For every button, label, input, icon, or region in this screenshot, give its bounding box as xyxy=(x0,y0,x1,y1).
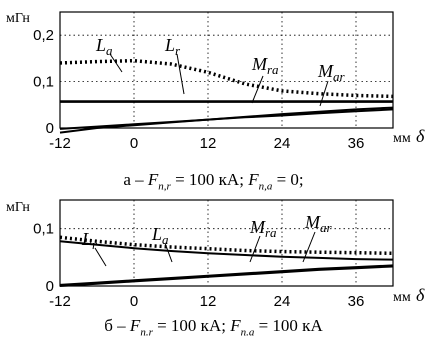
x-symbol-label-a: δ xyxy=(416,126,425,146)
x-tick-label-a-1: 0 xyxy=(130,135,138,152)
curve-label-a-la: La xyxy=(95,35,113,58)
y-tick-label-a-1: 0,1 xyxy=(33,74,54,91)
y-unit-label-b: мГн xyxy=(6,200,30,215)
caption-b-p1-value: = 100 кА; xyxy=(152,316,231,335)
series-line-b-lr xyxy=(59,240,394,261)
x-tick-label-a-3: 24 xyxy=(274,135,291,152)
y-tick-label-a-2: 0,2 xyxy=(33,27,54,44)
leader-line-b-3 xyxy=(302,231,316,263)
series-line-a-mar xyxy=(59,108,394,130)
x-tick-label-b-2: 12 xyxy=(200,293,217,310)
caption-a-p2-symbol: F xyxy=(248,170,259,189)
series-line-b-mar xyxy=(59,264,394,286)
x-tick-label-b-3: 24 xyxy=(274,293,291,310)
leader-line-b-0 xyxy=(94,247,107,267)
series-line-b-mra xyxy=(59,265,394,287)
x-unit-label-b: мм xyxy=(393,290,411,305)
y-tick-label-a-0: 0 xyxy=(46,120,54,137)
caption-b-p1-subscript: n.r xyxy=(140,326,153,338)
curve-label-a-mar: Mar xyxy=(317,61,346,84)
x-tick-label-a-0: -12 xyxy=(49,135,71,152)
caption-a-p1-symbol: F xyxy=(147,170,159,189)
leader-line-a-0 xyxy=(109,53,123,73)
curve-label-a-lr: Lr xyxy=(164,35,181,58)
leader-line-b-1 xyxy=(164,242,173,263)
caption-b-p2-subscript: n.a xyxy=(240,326,255,338)
leader-line-a-1 xyxy=(176,53,185,95)
caption-a-prefix: а – xyxy=(123,170,148,189)
caption-b-p2-symbol: F xyxy=(230,316,241,335)
series-line-a-la xyxy=(59,58,394,99)
y-tick-label-b-0: 0 xyxy=(46,278,54,295)
curve-label-b-la: La xyxy=(151,224,169,247)
x-unit-label-a: мм xyxy=(393,131,411,146)
x-tick-label-b-1: 0 xyxy=(130,293,138,310)
curve-label-b-lr: Lr xyxy=(81,229,98,252)
x-tick-label-a-2: 12 xyxy=(200,135,217,152)
y-tick-label-b-1: 0,1 xyxy=(33,221,54,238)
caption-b: б – Fn.r = 100 кА; Fn.a = 100 кА xyxy=(0,316,427,338)
y-unit-label-a: мГн xyxy=(6,11,30,26)
caption-a: а – Fn,r = 100 кА; Fn,a = 0; xyxy=(0,170,427,192)
caption-a-p2-subscript: n,a xyxy=(258,180,273,193)
curve-label-b-mar: Mar xyxy=(304,212,333,235)
caption-b-p2-value: = 100 кА xyxy=(254,316,323,335)
caption-b-prefix: б – xyxy=(104,316,130,335)
caption-a-p2-value: = 0; xyxy=(272,170,304,189)
caption-b-p1-symbol: F xyxy=(129,316,141,335)
series-line-b-la xyxy=(59,235,394,256)
x-tick-label-b-4: 36 xyxy=(348,293,365,310)
caption-a-p1-subscript: n,r xyxy=(158,180,171,193)
x-tick-label-a-4: 36 xyxy=(348,135,365,152)
x-symbol-label-b: δ xyxy=(416,285,425,305)
leader-line-a-3 xyxy=(319,80,329,107)
x-tick-label-b-0: -12 xyxy=(49,293,71,310)
curve-label-a-mra: Mra xyxy=(251,54,279,77)
leader-line-b-2 xyxy=(249,235,261,263)
curve-label-b-mra: Mra xyxy=(249,217,277,240)
leader-line-a-2 xyxy=(251,75,264,104)
caption-a-p1-value: = 100 кА; xyxy=(170,170,249,189)
